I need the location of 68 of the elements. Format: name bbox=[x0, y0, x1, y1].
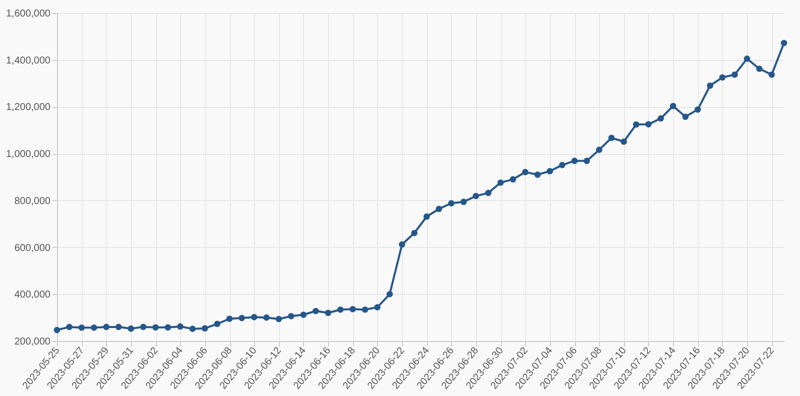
point bbox=[608, 134, 615, 142]
point bbox=[276, 316, 282, 322]
point bbox=[288, 313, 294, 320]
point bbox=[324, 310, 332, 316]
point bbox=[54, 326, 60, 334]
y-tick-label: 1,000,000 bbox=[6, 149, 51, 160]
point bbox=[78, 324, 85, 331]
point bbox=[300, 312, 307, 318]
point bbox=[312, 308, 319, 314]
point bbox=[658, 115, 664, 122]
point bbox=[472, 192, 480, 200]
point bbox=[140, 324, 146, 330]
point bbox=[337, 306, 344, 313]
point bbox=[238, 314, 245, 322]
point bbox=[214, 320, 220, 328]
point bbox=[164, 324, 172, 331]
point bbox=[768, 71, 775, 78]
point bbox=[128, 325, 134, 332]
y-tick-label: 1,400,000 bbox=[6, 55, 51, 66]
point bbox=[152, 324, 159, 331]
point bbox=[497, 179, 504, 186]
point bbox=[682, 114, 689, 120]
point bbox=[732, 71, 738, 78]
point bbox=[202, 325, 208, 332]
point bbox=[448, 200, 454, 206]
point bbox=[398, 241, 406, 248]
point bbox=[177, 323, 184, 330]
y-tick-label: 200,000 bbox=[14, 336, 51, 348]
point bbox=[546, 168, 554, 174]
point bbox=[694, 106, 701, 113]
y-tick-label: 400,000 bbox=[14, 290, 51, 301]
point bbox=[66, 324, 72, 330]
point bbox=[571, 158, 578, 164]
point bbox=[424, 213, 430, 220]
point bbox=[510, 176, 516, 182]
point bbox=[620, 138, 627, 145]
point bbox=[534, 172, 541, 178]
point bbox=[411, 230, 418, 236]
point bbox=[90, 324, 98, 331]
point bbox=[362, 306, 368, 313]
point bbox=[522, 168, 528, 176]
point bbox=[436, 206, 442, 212]
point bbox=[559, 162, 566, 168]
point bbox=[780, 40, 788, 46]
point bbox=[374, 304, 381, 310]
point bbox=[596, 146, 602, 153]
point bbox=[189, 326, 196, 332]
point bbox=[115, 324, 122, 330]
point bbox=[485, 190, 492, 196]
point bbox=[460, 198, 467, 205]
point bbox=[263, 314, 270, 321]
point bbox=[756, 66, 763, 72]
point bbox=[632, 121, 640, 128]
point bbox=[103, 324, 110, 330]
point bbox=[226, 316, 233, 322]
point bbox=[670, 102, 676, 110]
point bbox=[386, 290, 393, 298]
y-tick-label: 1,600,000 bbox=[6, 8, 51, 20]
point bbox=[250, 314, 258, 320]
point bbox=[645, 121, 652, 128]
y-tick-label: 1,200,000 bbox=[6, 102, 51, 114]
point bbox=[744, 56, 750, 62]
point bbox=[350, 306, 356, 312]
point bbox=[584, 158, 590, 164]
y-tick-label: 600,000 bbox=[14, 242, 51, 254]
point bbox=[706, 82, 714, 89]
y-tick-label: 800,000 bbox=[14, 196, 51, 207]
point bbox=[719, 74, 726, 81]
